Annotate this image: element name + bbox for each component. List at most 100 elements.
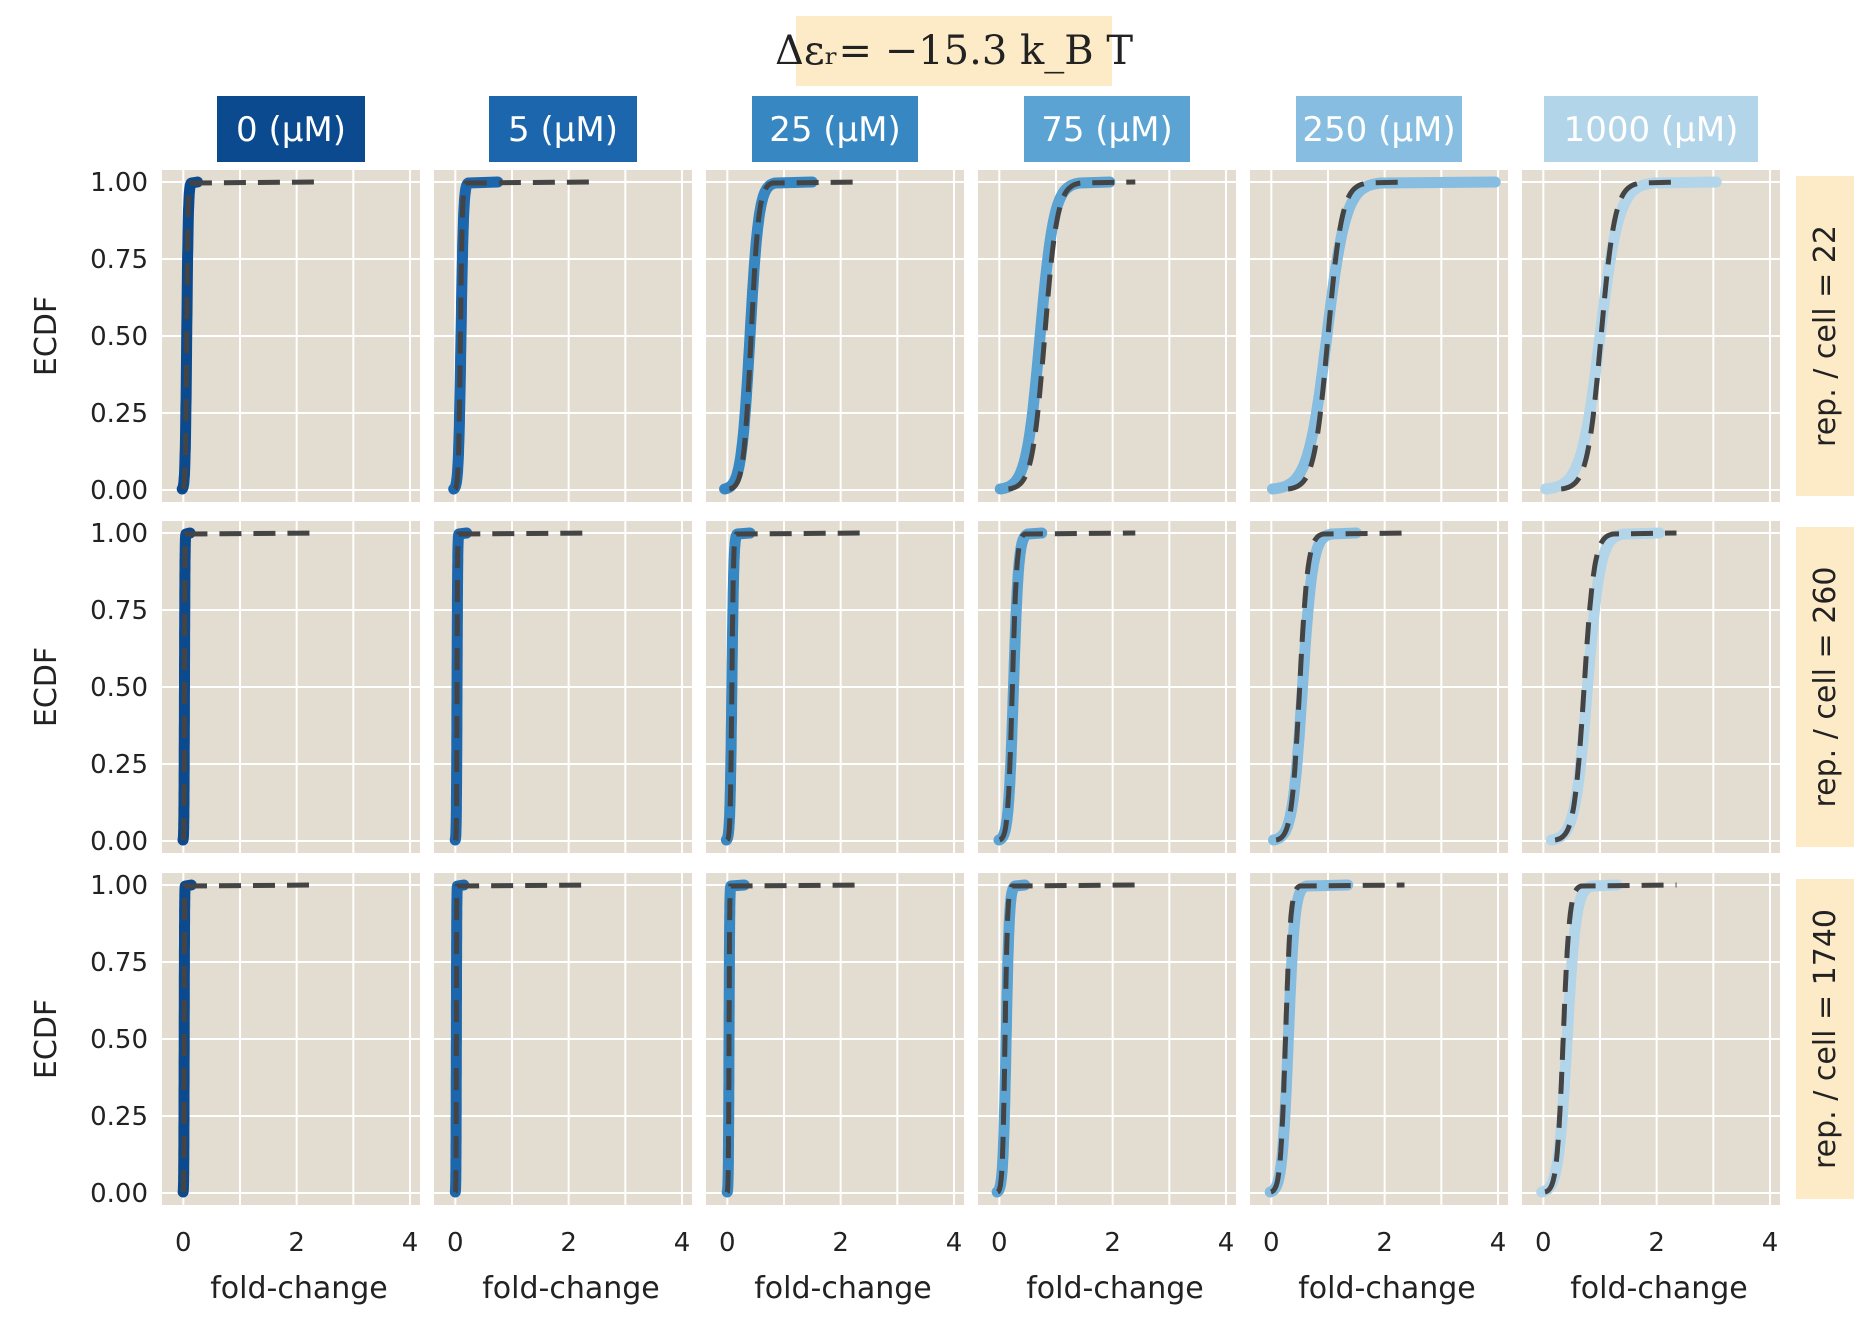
y-tick-label: 0.75: [90, 948, 148, 978]
panel: [1250, 521, 1508, 853]
y-tick-label: 0.75: [90, 596, 148, 626]
panel: [706, 873, 964, 1205]
figure-title: Δεᵣ= −15.3 k_B T: [775, 16, 1133, 86]
ecdf-prediction-curve: [1008, 179, 1136, 492]
panel: [706, 521, 964, 853]
column-header-box: [489, 96, 637, 162]
column-header: 1000 (μM): [1544, 96, 1758, 162]
column-header-box: [752, 96, 918, 162]
panel: [978, 521, 1236, 853]
x-axis-label: fold-change: [754, 1271, 932, 1306]
column-header: 5 (μM): [489, 96, 637, 162]
row-header: rep. / cell = 22: [1796, 176, 1854, 496]
x-tick-label: 2: [1648, 1228, 1665, 1258]
x-tick-label: 0: [991, 1228, 1008, 1258]
panel: [162, 873, 420, 1205]
y-tick-label: 0.25: [90, 750, 148, 780]
x-axis-label: fold-change: [1298, 1271, 1476, 1306]
x-tick-label: 0: [447, 1228, 464, 1258]
y-tick-label: 1.00: [90, 871, 148, 901]
column-header-label: 0 (μM): [236, 110, 346, 150]
column-header-box: [1544, 96, 1758, 162]
panel: [162, 170, 420, 502]
x-tick-label: 4: [402, 1228, 419, 1258]
panel: [162, 521, 420, 853]
x-tick-label: 0: [175, 1228, 192, 1258]
x-tick-label: 0: [1535, 1228, 1552, 1258]
y-tick-label: 0.50: [90, 322, 148, 352]
x-tick-label: 4: [1762, 1228, 1779, 1258]
ecdf-prediction-curve: [1560, 179, 1680, 492]
column-header-box: [1296, 96, 1462, 162]
y-tick-label: 0.50: [90, 673, 148, 703]
row-header-label: rep. / cell = 260: [1808, 567, 1843, 808]
ecdf-prediction-curve: [180, 882, 317, 1193]
column-header-label: 250 (μM): [1302, 110, 1455, 150]
y-tick-label: 0.00: [90, 476, 148, 506]
panel: [978, 873, 1236, 1205]
ecdf-prediction-curve: [453, 179, 592, 491]
ecdf-prediction-curve: [724, 882, 864, 1194]
x-tick-label: 4: [674, 1228, 691, 1258]
ecdf-prediction-curve: [725, 530, 864, 842]
x-axis-label: fold-change: [1026, 1271, 1204, 1306]
ecdf-prediction-curve: [1554, 530, 1677, 843]
panel: [1522, 170, 1780, 502]
x-tick-label: 2: [288, 1228, 305, 1258]
y-tick-label: 0.75: [90, 245, 148, 275]
column-header-box: [217, 96, 365, 162]
row-header: rep. / cell = 1740: [1796, 879, 1854, 1199]
x-axis-label: fold-change: [1570, 1271, 1748, 1306]
row-header-box: [1796, 527, 1854, 847]
title-text: Δεᵣ= −15.3 k_B T: [775, 28, 1133, 74]
ecdf-prediction-curve: [180, 179, 317, 491]
column-header-label: 25 (μM): [769, 110, 901, 150]
ecdf-prediction-curve: [453, 530, 592, 842]
row-header-box: [1796, 176, 1854, 496]
panel: [1522, 521, 1780, 853]
ecdf-prediction-curve: [728, 179, 864, 492]
panel: [434, 521, 692, 853]
panel: [706, 170, 964, 502]
row-header-label: rep. / cell = 1740: [1808, 909, 1843, 1169]
x-tick-label: 0: [719, 1228, 736, 1258]
row-header-box: [1796, 879, 1854, 1199]
panel: [1250, 170, 1508, 502]
ecdf-prediction-curve: [1287, 179, 1408, 492]
column-header: 25 (μM): [752, 96, 918, 162]
column-header: 75 (μM): [1024, 96, 1190, 162]
column-header-box: [1024, 96, 1190, 162]
y-axis-label: ECDF: [29, 999, 64, 1079]
row-header-label: rep. / cell = 22: [1808, 225, 1843, 447]
x-tick-label: 0: [1263, 1228, 1280, 1258]
x-tick-label: 4: [1490, 1228, 1507, 1258]
ecdf-prediction-curve: [1270, 882, 1405, 1195]
panel: [1522, 873, 1780, 1205]
column-header: 250 (μM): [1296, 96, 1462, 162]
x-tick-label: 2: [560, 1228, 577, 1258]
x-tick-label: 4: [1218, 1228, 1235, 1258]
x-axis-label: fold-change: [482, 1271, 660, 1306]
y-tick-label: 0.00: [90, 1179, 148, 1209]
column-header-label: 75 (μM): [1041, 110, 1173, 150]
row-header: rep. / cell = 260: [1796, 527, 1854, 847]
y-tick-label: 0.50: [90, 1025, 148, 1055]
ecdf-prediction-curve: [453, 882, 592, 1194]
ecdf-prediction-curve: [1544, 882, 1677, 1195]
title-box: [796, 16, 1112, 86]
column-header-label: 5 (μM): [508, 110, 618, 150]
column-header-label: 1000 (μM): [1564, 110, 1739, 150]
column-header: 0 (μM): [217, 96, 365, 162]
y-tick-label: 0.00: [90, 827, 148, 857]
panel: [434, 873, 692, 1205]
x-tick-label: 2: [1376, 1228, 1393, 1258]
x-tick-label: 4: [946, 1228, 963, 1258]
y-tick-label: 1.00: [90, 168, 148, 198]
y-axis-label: ECDF: [29, 296, 64, 376]
ecdf-prediction-curve: [998, 530, 1136, 843]
ecdf-prediction-curve: [180, 530, 320, 841]
y-tick-label: 1.00: [90, 519, 148, 549]
ecdf-prediction-curve: [1275, 530, 1408, 843]
panel: [434, 170, 692, 502]
